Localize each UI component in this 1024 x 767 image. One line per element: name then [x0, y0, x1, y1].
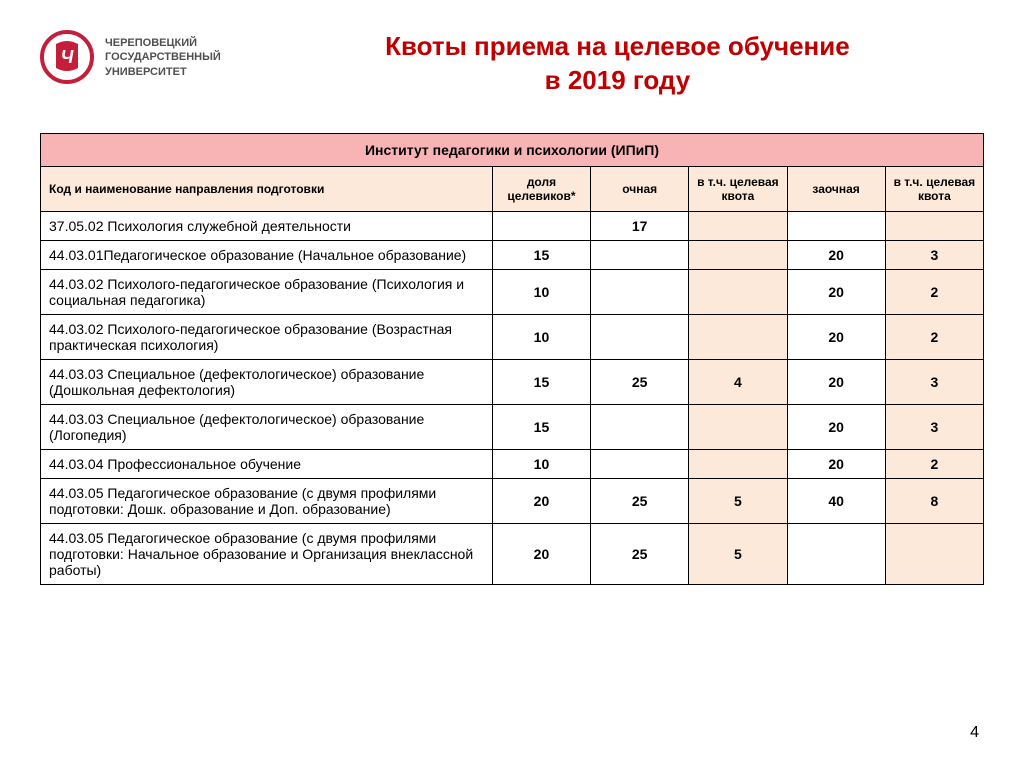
fulltime-quota-cell — [689, 449, 787, 478]
fulltime-cell: 17 — [591, 211, 689, 240]
slide-title: Квоты приема на целевое обучение в 2019 … — [221, 30, 984, 98]
logo-line1: ЧЕРЕПОВЕЦКИЙ — [105, 36, 221, 50]
program-name-cell: 44.03.03 Специальное (дефектологическое)… — [41, 404, 493, 449]
parttime-quota-cell: 8 — [885, 478, 983, 523]
fulltime-cell: 25 — [591, 478, 689, 523]
logo-line3: УНИВЕРСИТЕТ — [105, 65, 221, 79]
program-name-cell: 44.03.05 Педагогическое образование (с д… — [41, 523, 493, 584]
institute-name: Институт педагогики и психологии (ИПиП) — [41, 133, 984, 166]
share-cell: 15 — [492, 359, 590, 404]
logo-area: Ч ЧЕРЕПОВЕЦКИЙ ГОСУДАРСТВЕННЫЙ УНИВЕРСИТ… — [40, 30, 221, 85]
parttime-quota-cell: 2 — [885, 449, 983, 478]
program-name-cell: 44.03.02 Психолого-педагогическое образо… — [41, 314, 493, 359]
share-cell: 20 — [492, 523, 590, 584]
fulltime-quota-cell — [689, 314, 787, 359]
svg-text:Ч: Ч — [61, 47, 75, 67]
parttime-cell: 20 — [787, 240, 885, 269]
table-row: 44.03.03 Специальное (дефектологическое)… — [41, 359, 984, 404]
parttime-quota-cell: 3 — [885, 404, 983, 449]
table-row: 44.03.05 Педагогическое образование (с д… — [41, 523, 984, 584]
col-fulltime-quota: в т.ч. целевая квота — [689, 166, 787, 211]
page-number: 4 — [970, 724, 979, 742]
table-row: 44.03.01Педагогическое образование (Нача… — [41, 240, 984, 269]
parttime-quota-cell: 2 — [885, 269, 983, 314]
quota-table: Институт педагогики и психологии (ИПиП) … — [40, 133, 984, 585]
col-fulltime: очная — [591, 166, 689, 211]
university-logo-icon: Ч — [40, 30, 95, 85]
share-cell: 10 — [492, 449, 590, 478]
parttime-quota-cell: 3 — [885, 359, 983, 404]
parttime-cell: 20 — [787, 359, 885, 404]
table-row: 44.03.03 Специальное (дефектологическое)… — [41, 404, 984, 449]
parttime-cell: 40 — [787, 478, 885, 523]
slide-header: Ч ЧЕРЕПОВЕЦКИЙ ГОСУДАРСТВЕННЫЙ УНИВЕРСИТ… — [40, 30, 984, 98]
title-line1: Квоты приема на целевое обучение — [251, 30, 984, 64]
fulltime-quota-cell: 5 — [689, 478, 787, 523]
parttime-quota-cell: 2 — [885, 314, 983, 359]
parttime-cell — [787, 211, 885, 240]
fulltime-cell — [591, 240, 689, 269]
table-row: 44.03.04 Профессиональное обучение10 202 — [41, 449, 984, 478]
program-name-cell: 44.03.01Педагогическое образование (Нача… — [41, 240, 493, 269]
share-cell: 15 — [492, 240, 590, 269]
table-row: 37.05.02 Психология служебной деятельнос… — [41, 211, 984, 240]
table-row: 44.03.02 Психолого-педагогическое образо… — [41, 314, 984, 359]
fulltime-cell — [591, 314, 689, 359]
logo-text: ЧЕРЕПОВЕЦКИЙ ГОСУДАРСТВЕННЫЙ УНИВЕРСИТЕТ — [105, 36, 221, 79]
fulltime-cell: 25 — [591, 359, 689, 404]
fulltime-cell — [591, 449, 689, 478]
column-header-row: Код и наименование направления подготовк… — [41, 166, 984, 211]
fulltime-quota-cell: 4 — [689, 359, 787, 404]
parttime-quota-cell — [885, 523, 983, 584]
fulltime-quota-cell — [689, 404, 787, 449]
share-cell: 10 — [492, 314, 590, 359]
program-name-cell: 44.03.05 Педагогическое образование (с д… — [41, 478, 493, 523]
table-row: 44.03.05 Педагогическое образование (с д… — [41, 478, 984, 523]
parttime-quota-cell — [885, 211, 983, 240]
fulltime-cell — [591, 404, 689, 449]
program-name-cell: 44.03.04 Профессиональное обучение — [41, 449, 493, 478]
fulltime-quota-cell: 5 — [689, 523, 787, 584]
parttime-cell: 20 — [787, 314, 885, 359]
share-cell: 15 — [492, 404, 590, 449]
program-name-cell: 44.03.03 Специальное (дефектологическое)… — [41, 359, 493, 404]
parttime-cell: 20 — [787, 449, 885, 478]
parttime-cell: 20 — [787, 404, 885, 449]
fulltime-quota-cell — [689, 269, 787, 314]
fulltime-quota-cell — [689, 240, 787, 269]
parttime-cell: 20 — [787, 269, 885, 314]
parttime-quota-cell: 3 — [885, 240, 983, 269]
table-row: 44.03.02 Психолого-педагогическое образо… — [41, 269, 984, 314]
logo-line2: ГОСУДАРСТВЕННЫЙ — [105, 50, 221, 64]
title-line2: в 2019 году — [251, 64, 984, 98]
fulltime-cell — [591, 269, 689, 314]
parttime-cell — [787, 523, 885, 584]
program-name-cell: 44.03.02 Психолого-педагогическое образо… — [41, 269, 493, 314]
fulltime-cell: 25 — [591, 523, 689, 584]
institute-header-row: Институт педагогики и психологии (ИПиП) — [41, 133, 984, 166]
fulltime-quota-cell — [689, 211, 787, 240]
program-name-cell: 37.05.02 Психология служебной деятельнос… — [41, 211, 493, 240]
col-name: Код и наименование направления подготовк… — [41, 166, 493, 211]
share-cell: 20 — [492, 478, 590, 523]
table-body: 37.05.02 Психология служебной деятельнос… — [41, 211, 984, 584]
col-share: доля целевиков* — [492, 166, 590, 211]
col-parttime: заочная — [787, 166, 885, 211]
col-parttime-quota: в т.ч. целевая квота — [885, 166, 983, 211]
share-cell — [492, 211, 590, 240]
quota-table-container: Институт педагогики и психологии (ИПиП) … — [40, 133, 984, 585]
share-cell: 10 — [492, 269, 590, 314]
